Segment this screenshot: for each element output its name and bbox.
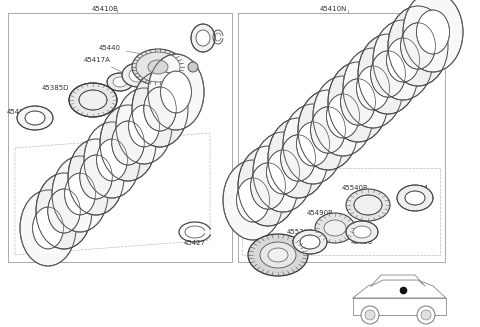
Ellipse shape bbox=[17, 106, 53, 130]
Ellipse shape bbox=[80, 155, 112, 199]
Ellipse shape bbox=[298, 90, 358, 170]
Ellipse shape bbox=[223, 160, 283, 240]
Ellipse shape bbox=[358, 34, 418, 114]
Ellipse shape bbox=[69, 83, 117, 117]
Ellipse shape bbox=[311, 107, 346, 153]
Text: 45531E: 45531E bbox=[287, 229, 313, 240]
Ellipse shape bbox=[132, 49, 184, 85]
Ellipse shape bbox=[373, 20, 433, 100]
Text: 45410B: 45410B bbox=[92, 6, 119, 12]
Ellipse shape bbox=[346, 221, 378, 243]
Text: 45417A: 45417A bbox=[84, 57, 130, 76]
Ellipse shape bbox=[371, 51, 406, 97]
Ellipse shape bbox=[68, 139, 124, 215]
Ellipse shape bbox=[191, 24, 215, 52]
Circle shape bbox=[421, 310, 431, 320]
Ellipse shape bbox=[79, 90, 107, 110]
Ellipse shape bbox=[354, 195, 382, 215]
Ellipse shape bbox=[281, 135, 315, 181]
Ellipse shape bbox=[112, 121, 144, 165]
Ellipse shape bbox=[313, 76, 373, 156]
Ellipse shape bbox=[248, 234, 308, 276]
Ellipse shape bbox=[144, 87, 176, 131]
Text: 45433: 45433 bbox=[192, 32, 214, 38]
Ellipse shape bbox=[357, 66, 389, 110]
Ellipse shape bbox=[148, 60, 168, 74]
Text: 45385D: 45385D bbox=[41, 85, 90, 95]
Ellipse shape bbox=[268, 118, 328, 198]
Text: 45421F: 45421F bbox=[167, 92, 193, 112]
Ellipse shape bbox=[268, 248, 288, 262]
Ellipse shape bbox=[315, 213, 355, 243]
Ellipse shape bbox=[324, 220, 346, 236]
Ellipse shape bbox=[96, 139, 127, 181]
Text: 45496: 45496 bbox=[434, 25, 462, 41]
Ellipse shape bbox=[341, 79, 375, 125]
Ellipse shape bbox=[403, 0, 463, 72]
Ellipse shape bbox=[116, 88, 172, 164]
Ellipse shape bbox=[65, 173, 96, 215]
Ellipse shape bbox=[300, 235, 320, 249]
Ellipse shape bbox=[129, 105, 159, 147]
Ellipse shape bbox=[113, 77, 127, 87]
Ellipse shape bbox=[84, 122, 140, 198]
Ellipse shape bbox=[129, 68, 147, 82]
Ellipse shape bbox=[52, 156, 108, 232]
Ellipse shape bbox=[405, 191, 425, 205]
Ellipse shape bbox=[388, 6, 448, 86]
Ellipse shape bbox=[188, 62, 198, 72]
Text: 45494: 45494 bbox=[407, 185, 429, 198]
Ellipse shape bbox=[346, 189, 390, 221]
Ellipse shape bbox=[343, 48, 403, 128]
Ellipse shape bbox=[48, 189, 80, 233]
Ellipse shape bbox=[122, 63, 154, 87]
Ellipse shape bbox=[417, 10, 449, 54]
Polygon shape bbox=[353, 298, 446, 315]
Ellipse shape bbox=[25, 111, 45, 125]
Ellipse shape bbox=[283, 104, 343, 184]
Ellipse shape bbox=[386, 38, 420, 82]
Polygon shape bbox=[371, 275, 425, 286]
Text: 45540B: 45540B bbox=[342, 185, 368, 203]
Ellipse shape bbox=[196, 30, 210, 46]
Text: 45490B: 45490B bbox=[307, 210, 334, 226]
Text: 45424C: 45424C bbox=[7, 109, 37, 118]
Ellipse shape bbox=[36, 173, 92, 249]
Circle shape bbox=[365, 310, 375, 320]
Ellipse shape bbox=[397, 185, 433, 211]
Polygon shape bbox=[353, 280, 446, 298]
Text: 45410N: 45410N bbox=[319, 6, 347, 12]
Ellipse shape bbox=[238, 146, 298, 226]
Ellipse shape bbox=[326, 94, 360, 138]
Text: 45427: 45427 bbox=[184, 240, 206, 246]
Ellipse shape bbox=[260, 242, 296, 268]
Ellipse shape bbox=[253, 132, 313, 212]
Text: 45466: 45466 bbox=[351, 232, 373, 245]
Ellipse shape bbox=[107, 73, 133, 91]
Ellipse shape bbox=[297, 122, 329, 166]
Ellipse shape bbox=[148, 54, 204, 130]
Ellipse shape bbox=[353, 226, 371, 238]
Ellipse shape bbox=[266, 150, 300, 194]
Ellipse shape bbox=[401, 23, 435, 69]
Ellipse shape bbox=[20, 190, 76, 266]
Ellipse shape bbox=[251, 163, 286, 209]
Ellipse shape bbox=[328, 62, 388, 142]
Ellipse shape bbox=[100, 105, 156, 181]
Ellipse shape bbox=[293, 230, 327, 254]
Circle shape bbox=[361, 306, 379, 324]
Circle shape bbox=[417, 306, 435, 324]
Ellipse shape bbox=[132, 71, 188, 147]
Ellipse shape bbox=[33, 207, 63, 249]
Text: 45440: 45440 bbox=[99, 45, 155, 57]
Ellipse shape bbox=[161, 71, 192, 113]
Text: 45418A: 45418A bbox=[151, 59, 193, 71]
Ellipse shape bbox=[237, 178, 269, 222]
